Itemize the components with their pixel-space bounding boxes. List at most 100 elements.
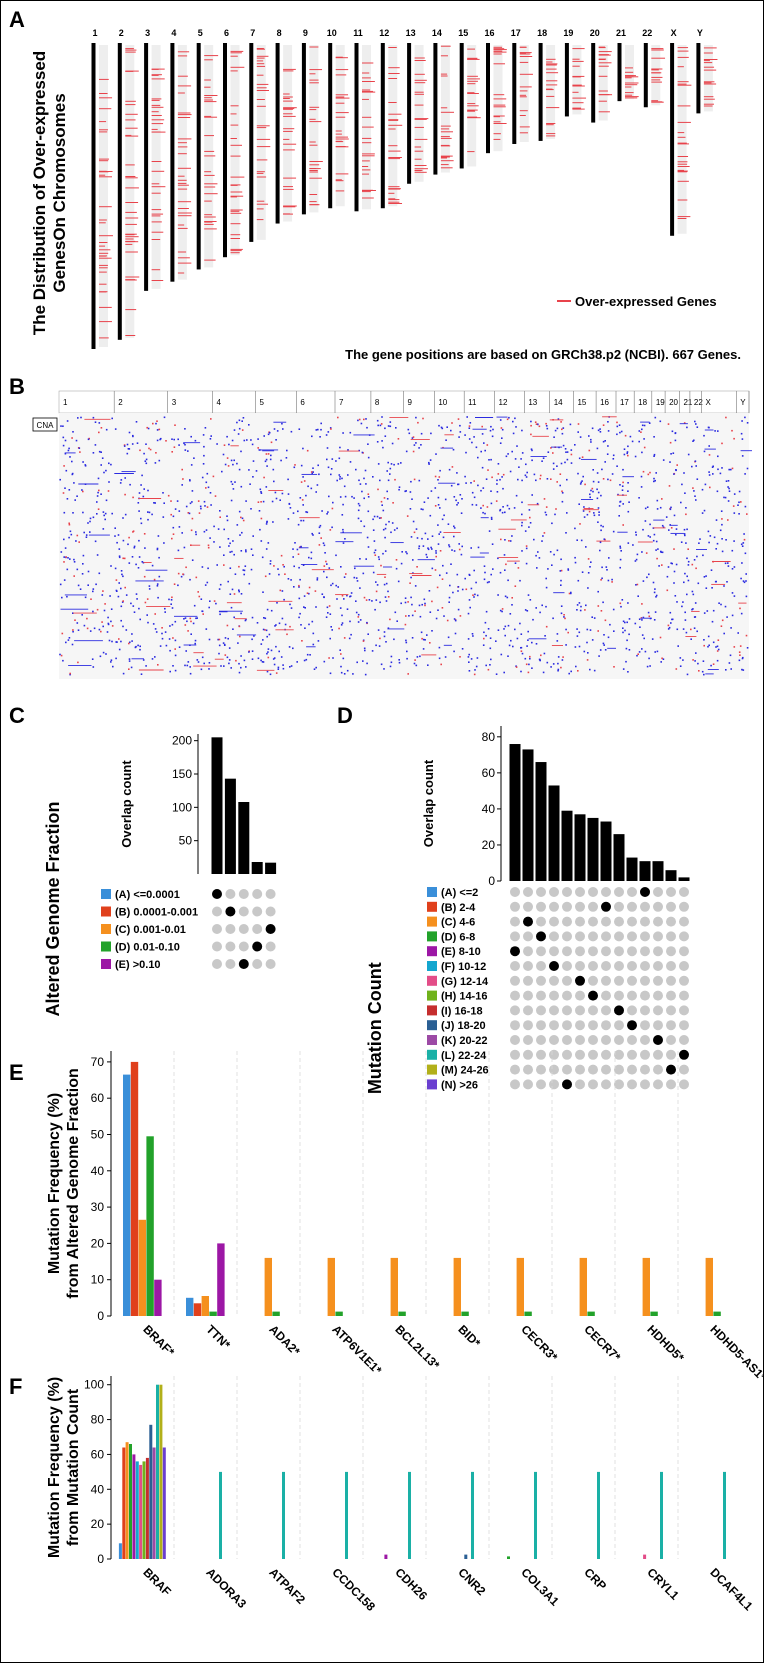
chromosome-label-6: 6 — [224, 28, 229, 38]
cna-mark — [593, 512, 595, 514]
cna-mark — [109, 595, 111, 597]
cna-mark — [269, 560, 272, 562]
cna-mark — [229, 567, 232, 569]
chromosome-track-14 — [440, 45, 450, 173]
cna-mark — [396, 527, 398, 530]
cna-mark — [473, 569, 475, 572]
membership-dot — [653, 1049, 663, 1060]
cna-mark — [542, 535, 544, 537]
cna-mark — [427, 547, 429, 549]
cna-mark — [267, 542, 270, 544]
membership-dot-active — [238, 959, 249, 969]
cna-mark — [731, 568, 734, 570]
cna-mark — [182, 478, 184, 480]
cna-mark — [466, 416, 468, 418]
cna-mark — [717, 455, 719, 458]
cna-mark — [691, 465, 693, 468]
membership-dot — [679, 1064, 689, 1075]
cna-mark — [311, 532, 313, 535]
cna-mark — [189, 502, 192, 505]
cna-mark — [570, 591, 572, 594]
cna-mark — [601, 468, 603, 471]
cna-mark — [459, 424, 461, 427]
cna-mark — [670, 506, 672, 509]
cna-mark — [62, 444, 65, 447]
cna-mark — [606, 569, 608, 571]
cna-mark — [393, 638, 395, 641]
cna-mark — [384, 596, 387, 598]
cna-mark — [619, 484, 621, 486]
cna-mark — [363, 497, 365, 500]
cna-mark — [373, 540, 376, 542]
cna-mark — [703, 576, 706, 578]
cna-mark — [517, 567, 520, 569]
cna-mark — [82, 490, 84, 493]
cna-mark — [275, 645, 277, 648]
cna-mark — [237, 433, 240, 435]
cna-mark — [217, 638, 219, 641]
cna-mark — [641, 451, 643, 454]
cna-mark — [616, 465, 618, 467]
cna-mark — [587, 587, 589, 589]
cna-mark — [355, 600, 357, 602]
cna-mark — [721, 518, 723, 520]
cna-mark — [439, 550, 442, 552]
membership-dot-active — [265, 924, 276, 934]
cna-mark — [420, 444, 422, 446]
cna-mark — [680, 541, 683, 543]
cna-mark — [452, 591, 454, 594]
cna-mark — [717, 639, 720, 641]
cna-mark — [721, 550, 724, 553]
cna-mark — [185, 650, 187, 652]
cna-mark — [292, 556, 294, 558]
cna-mark — [651, 638, 654, 640]
cna-mark — [490, 516, 493, 519]
cna-mark — [641, 648, 643, 650]
cna-mark — [643, 637, 645, 640]
cna-mark — [68, 522, 70, 525]
cna-mark — [379, 479, 381, 482]
cna-mark — [287, 518, 290, 520]
cna-mark — [137, 502, 140, 504]
cna-mark — [240, 450, 242, 453]
cna-mark — [352, 673, 354, 675]
cna-mark — [81, 614, 83, 616]
cna-mark — [504, 539, 506, 541]
cna-mark — [349, 431, 352, 434]
membership-dot — [510, 1079, 520, 1090]
cna-mark — [89, 520, 91, 523]
cna-mark — [545, 577, 547, 580]
cna-mark — [365, 418, 367, 420]
cna-mark — [306, 653, 309, 656]
membership-dot — [640, 975, 650, 986]
cna-mark — [526, 610, 529, 612]
cna-mark — [643, 446, 646, 449]
cna-mark — [703, 434, 705, 437]
cna-mark — [296, 661, 298, 663]
cna-mark — [365, 599, 368, 601]
set-swatch — [427, 975, 437, 986]
cna-mark — [554, 513, 556, 516]
cna-mark — [597, 429, 600, 432]
set-label: (F) 10-12 — [441, 961, 486, 973]
membership-dot — [265, 959, 276, 969]
cna-mark — [423, 598, 426, 601]
cna-mark — [297, 510, 299, 513]
cna-mark — [552, 452, 554, 454]
cna-mark — [655, 594, 658, 597]
chromosome-label-21: 21 — [616, 28, 626, 38]
cna-mark — [597, 521, 599, 523]
cna-mark — [350, 633, 352, 636]
cna-mark — [669, 508, 672, 511]
cna-mark — [172, 515, 175, 518]
cna-mark — [132, 496, 134, 499]
membership-dot — [640, 990, 650, 1001]
cna-mark — [716, 645, 719, 648]
cna-mark — [181, 532, 183, 534]
cna-mark — [204, 584, 207, 586]
cna-mark — [560, 579, 562, 582]
set-label: (I) 16-18 — [441, 1005, 483, 1017]
cna-mark — [129, 483, 131, 486]
cna-mark — [186, 620, 188, 623]
